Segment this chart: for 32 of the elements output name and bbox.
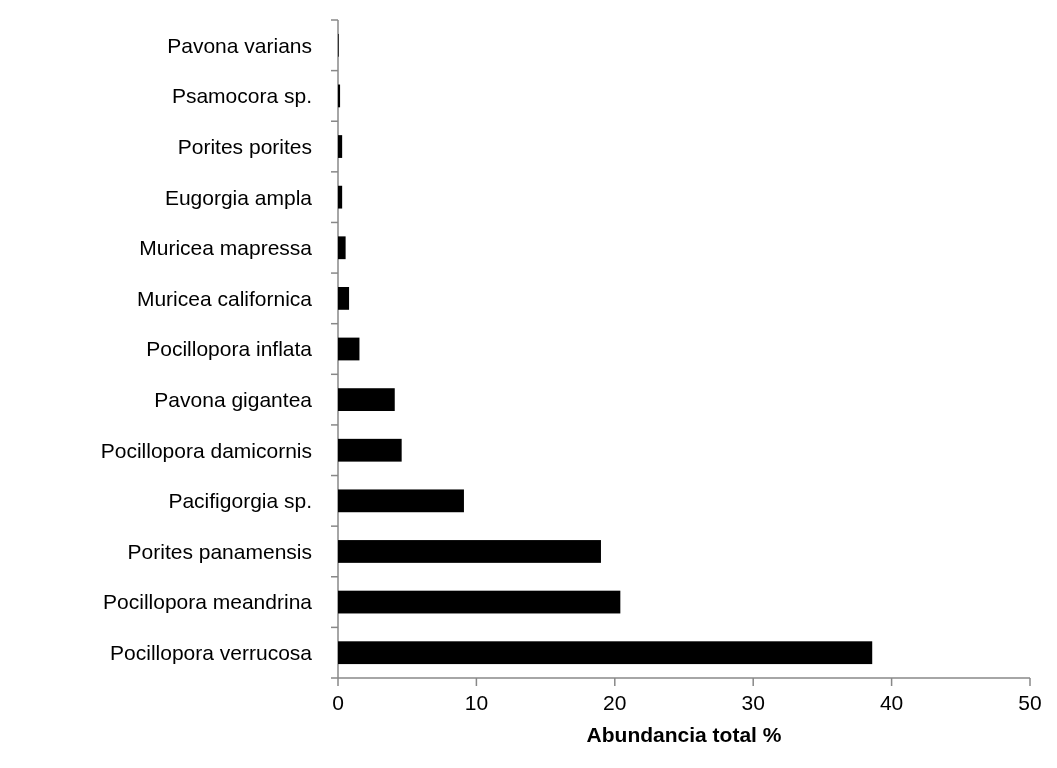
x-tick-label: 50 <box>1018 691 1042 714</box>
bar <box>338 489 464 513</box>
y-tick-label: Porites porites <box>177 134 312 158</box>
bar <box>338 590 621 614</box>
bar <box>338 641 873 665</box>
y-tick-label: Pocillopora meandrina <box>103 590 313 614</box>
bar <box>338 84 341 108</box>
x-tick-label: 20 <box>603 691 627 714</box>
x-tick-label: 30 <box>741 691 765 714</box>
bar <box>338 287 350 310</box>
y-tick-label: Porites panamensis <box>127 539 312 563</box>
x-tick-label: 40 <box>879 691 904 714</box>
bar <box>338 337 360 361</box>
bar <box>338 438 402 462</box>
bar <box>338 388 395 411</box>
y-tick-label: Pocillopora damicornis <box>100 438 312 462</box>
y-tick-label: Pavona gigantea <box>154 387 313 411</box>
x-axis-title: Abundancia total % <box>586 723 782 746</box>
y-tick-label: Muricea californica <box>136 286 313 310</box>
bar <box>338 540 601 563</box>
y-tick-label: Pacifigorgia sp. <box>168 489 312 513</box>
y-tick-label: Pocillopora inflata <box>146 337 313 361</box>
bar <box>338 185 343 209</box>
y-tick-label: Muricea mapressa <box>139 236 313 260</box>
x-tick-label: 0 <box>332 691 344 714</box>
y-tick-label: Pavona varians <box>167 33 312 57</box>
y-tick-label: Psamocora sp. <box>171 84 312 108</box>
y-tick-label: Eugorgia ampla <box>164 185 313 209</box>
x-tick-label: 10 <box>464 691 489 714</box>
bar <box>338 236 346 260</box>
y-tick-label: Pocillopora verrucosa <box>110 641 313 665</box>
bar <box>338 135 343 158</box>
